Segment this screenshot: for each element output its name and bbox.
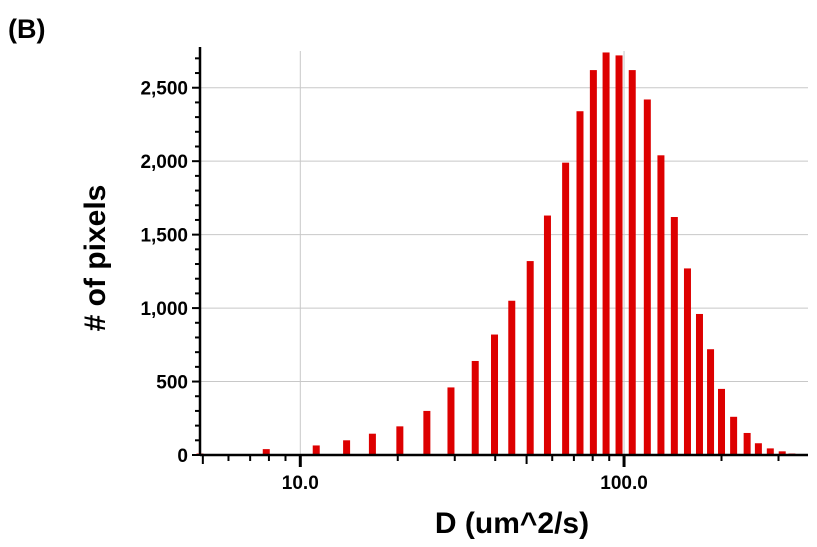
bar bbox=[508, 300, 516, 455]
bar bbox=[730, 416, 738, 455]
bar bbox=[471, 360, 479, 455]
y-tick-label: 2,000 bbox=[140, 152, 188, 173]
bar bbox=[312, 445, 320, 455]
bar bbox=[562, 162, 570, 455]
y-tick-label: 0 bbox=[177, 446, 188, 467]
bar bbox=[766, 448, 774, 455]
bar bbox=[628, 70, 636, 456]
bar bbox=[657, 155, 665, 455]
bar bbox=[778, 451, 786, 455]
bar bbox=[368, 433, 376, 455]
bar bbox=[589, 70, 597, 456]
bar bbox=[695, 313, 703, 455]
tick-labels: 0 500 1,000 1,500 2,000 2,500 10.0 100.0 bbox=[140, 79, 647, 494]
gridlines bbox=[200, 51, 808, 455]
bar bbox=[543, 215, 551, 455]
y-tick-label: 2,500 bbox=[140, 79, 188, 100]
x-axis-label: D (um^2/s) bbox=[434, 507, 590, 540]
x-tick-label: 10.0 bbox=[282, 473, 319, 494]
bar bbox=[615, 55, 623, 455]
bar bbox=[576, 111, 584, 455]
bar bbox=[707, 349, 715, 455]
bar bbox=[526, 261, 534, 455]
bar bbox=[683, 268, 691, 455]
bar bbox=[743, 432, 751, 455]
bar bbox=[602, 52, 610, 456]
y-tick-label: 1,500 bbox=[140, 226, 188, 247]
panel-label: (B) bbox=[8, 14, 46, 44]
bar bbox=[262, 449, 270, 455]
y-tick-label: 1,000 bbox=[140, 299, 188, 320]
bars bbox=[196, 52, 796, 456]
bar bbox=[754, 443, 762, 455]
bar bbox=[396, 426, 404, 455]
bar bbox=[343, 440, 351, 455]
axes bbox=[192, 47, 808, 467]
y-tick-label: 500 bbox=[156, 373, 188, 394]
x-tick-label: 100.0 bbox=[600, 473, 648, 494]
bar bbox=[447, 387, 455, 455]
bar bbox=[670, 217, 678, 455]
bar bbox=[718, 388, 726, 455]
bar bbox=[423, 410, 431, 455]
bar bbox=[643, 99, 651, 455]
bar bbox=[491, 334, 499, 455]
